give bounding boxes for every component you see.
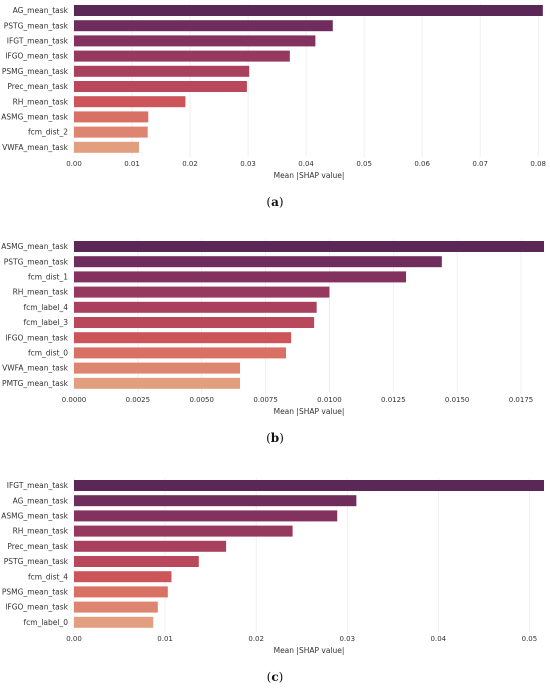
bar — [74, 256, 442, 268]
bar — [74, 50, 290, 62]
category-label: IFGT_mean_task — [7, 481, 69, 490]
category-label: VWFA_mean_task — [2, 364, 69, 373]
chart-panel-a: 0.00 0.01 0.02 0.03 0.04 0.05 0.06 0.07 0.08 AG_m… — [1, 3, 546, 209]
bar — [74, 362, 241, 374]
chart-panel-b: 0.0000 0.0025 0.0050 0.0075 0.0100 0.0125 0.01… — [1, 239, 544, 445]
x-tick-label: 0.05 — [522, 635, 538, 643]
category-label: RH_mean_task — [13, 97, 69, 106]
category-label: PSTG_mean_task — [4, 557, 69, 566]
category-label: fcm_label_3 — [24, 318, 69, 327]
bar — [74, 556, 199, 567]
bar — [74, 510, 338, 522]
x-tick-label: 0.0050 — [189, 396, 214, 404]
category-label: AG_mean_task — [13, 6, 69, 15]
category-label: Prec_mean_task — [7, 542, 68, 551]
category-label: IFGT_mean_task — [7, 37, 69, 46]
x-tick-label: 0.0025 — [126, 396, 151, 404]
x-tick-label: 0.02 — [182, 160, 198, 168]
bar — [74, 65, 250, 77]
bar — [74, 495, 357, 507]
bar — [74, 35, 316, 47]
panel-label: (b) — [266, 431, 284, 445]
bar — [74, 96, 186, 108]
bar — [74, 111, 149, 123]
bar — [74, 126, 148, 138]
category-label: fcm_dist_4 — [28, 572, 68, 581]
category-label: fcm_dist_1 — [28, 273, 68, 282]
category-label: PSMG_mean_task — [2, 588, 69, 597]
category-label: fcm_label_0 — [24, 618, 69, 627]
category-label: RH_mean_task — [13, 288, 69, 297]
bar — [74, 141, 139, 153]
category-label: PMTG_mean_task — [2, 379, 69, 388]
category-label: AG_mean_task — [13, 496, 69, 505]
x-axis-label: Mean |SHAP value| — [274, 646, 345, 655]
bar — [74, 20, 333, 32]
x-tick-label: 0.04 — [298, 160, 314, 168]
chart-panel-c: 0.00 0.01 0.02 0.03 0.04 0.05 IFGT_mean_task AG… — [1, 478, 544, 684]
x-tick-label: 0.06 — [414, 160, 430, 168]
bar — [74, 301, 317, 313]
x-tick-label: 0.0075 — [253, 396, 278, 404]
bar — [74, 81, 247, 92]
bar — [74, 347, 287, 359]
category-label: IFGO_mean_task — [5, 52, 68, 61]
x-tick-label: 0.00 — [66, 160, 82, 168]
category-label: fcm_dist_0 — [28, 349, 68, 358]
x-tick-label: 0.03 — [339, 635, 355, 643]
x-tick-label: 0.01 — [157, 635, 173, 643]
category-label: PSMG_mean_task — [2, 67, 69, 76]
x-axis-label: Mean |SHAP value| — [274, 407, 345, 416]
x-tick-label: 0.08 — [530, 160, 546, 168]
bar — [74, 286, 330, 298]
bar — [74, 480, 544, 491]
x-tick-label: 0.0000 — [62, 396, 87, 404]
category-label: fcm_label_4 — [24, 303, 69, 312]
x-tick-label: 0.04 — [431, 635, 447, 643]
bar — [74, 271, 407, 283]
bar — [74, 241, 544, 252]
bar — [74, 540, 227, 552]
category-label: ASMG_mean_task — [1, 512, 68, 521]
x-tick-label: 0.0175 — [509, 396, 534, 404]
bar — [74, 571, 172, 583]
panel-letter: a — [271, 195, 279, 209]
category-label: IFGO_mean_task — [5, 603, 68, 612]
bar — [74, 525, 293, 537]
panel-label: (a) — [266, 195, 283, 209]
x-tick-label: 0.0125 — [381, 396, 406, 404]
bar — [74, 5, 543, 16]
panel-label: (c) — [267, 670, 284, 684]
bar — [74, 332, 292, 344]
category-label: ASMG_mean_task — [1, 113, 68, 122]
x-tick-label: 0.03 — [240, 160, 256, 168]
x-tick-label: 0.05 — [356, 160, 372, 168]
panel-letter: b — [271, 431, 279, 445]
category-label: RH_mean_task — [13, 527, 69, 536]
x-tick-label: 0.0100 — [317, 396, 342, 404]
category-label: fcm_dist_2 — [28, 128, 68, 137]
panel-letter: c — [271, 670, 278, 684]
x-tick-label: 0.00 — [66, 635, 82, 643]
category-label: VWFA_mean_task — [2, 143, 69, 152]
category-label: Prec_mean_task — [7, 82, 68, 91]
category-label: ASMG_mean_task — [1, 242, 68, 251]
x-axis-label: Mean |SHAP value| — [274, 171, 345, 180]
bar — [74, 377, 241, 389]
x-tick-label: 0.0150 — [445, 396, 470, 404]
category-label: IFGO_mean_task — [5, 333, 68, 342]
bar — [74, 586, 168, 598]
x-tick-label: 0.01 — [124, 160, 140, 168]
bar — [74, 601, 158, 613]
x-tick-label: 0.07 — [472, 160, 488, 168]
bar — [74, 317, 315, 328]
category-label: PSTG_mean_task — [4, 21, 69, 30]
bar — [74, 616, 154, 628]
category-label: PSTG_mean_task — [4, 257, 69, 266]
x-tick-label: 0.02 — [248, 635, 264, 643]
